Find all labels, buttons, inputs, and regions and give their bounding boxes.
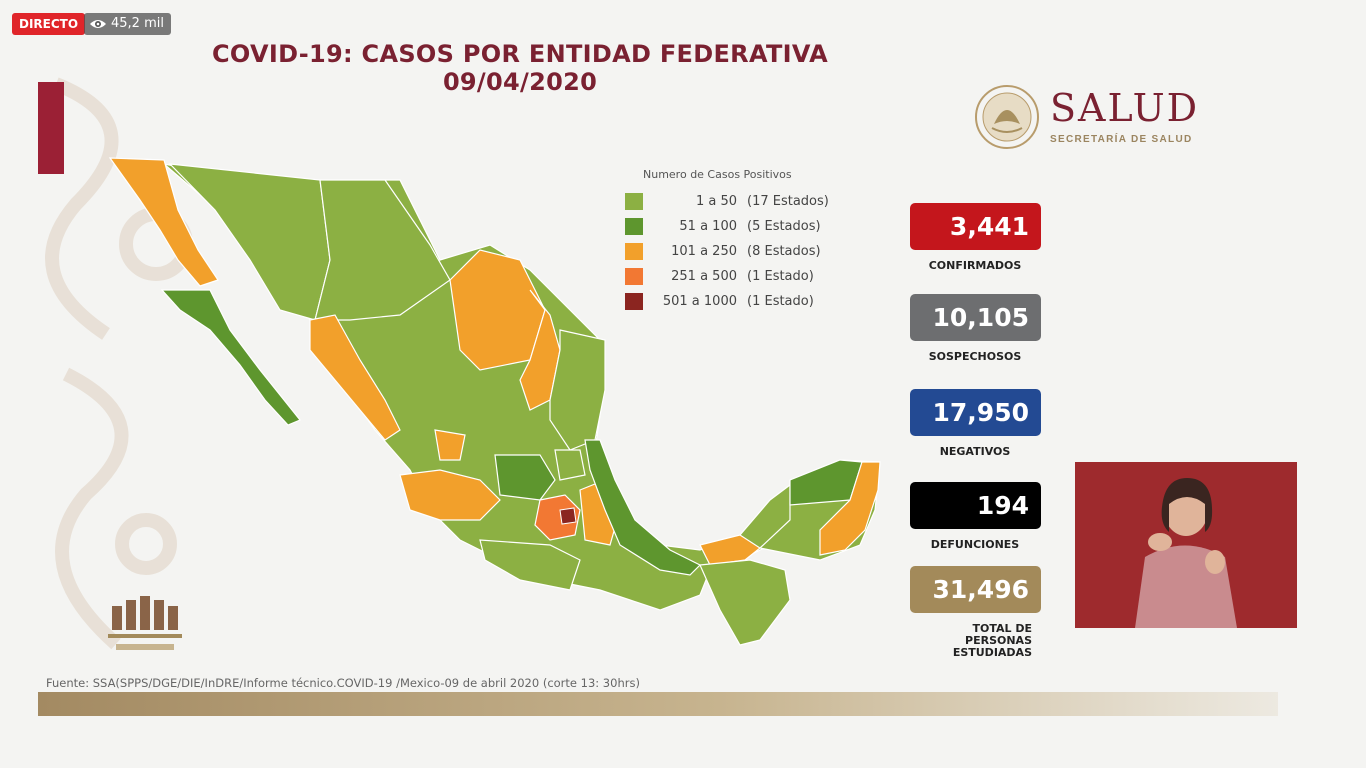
legend-count: (1 Estado): [747, 269, 814, 284]
map-chihuahua: [314, 179, 451, 321]
stat-label: CONFIRMADOS: [928, 259, 1022, 272]
stat-label: SOSPECHOSOS: [928, 350, 1022, 363]
stat-value: 194: [910, 482, 1041, 529]
legend-title: Numero de Casos Positivos: [643, 168, 792, 181]
legend-swatch: [625, 218, 643, 235]
stat-value: 3,441: [910, 203, 1041, 250]
title-line-1: COVID-19: CASOS POR ENTIDAD FEDERATIVA: [212, 40, 828, 68]
map-chiapas: [699, 559, 791, 646]
legend-item: 1 a 50 (17 Estados): [625, 189, 835, 214]
legend-item: 101 a 250 (8 Estados): [625, 239, 835, 264]
eye-icon: [90, 20, 106, 28]
stat-negativos: 17,950 NEGATIVOS: [910, 389, 1041, 458]
map-veracruz: [584, 439, 702, 576]
legend-swatch: [625, 243, 643, 260]
map-sinaloa: [309, 314, 401, 441]
live-badge: DIRECTO: [12, 13, 86, 35]
map-nayarit: [434, 429, 466, 461]
gobierno-mexico-logo: [108, 596, 182, 650]
stat-label: TOTAL DE PERSONAS ESTUDIADAS: [952, 622, 1032, 659]
legend-range: 101 a 250: [671, 244, 737, 259]
legend-range: 51 a 100: [679, 219, 737, 234]
map-baja-california-sur: [160, 289, 301, 426]
stat-sospechosos: 10,105 SOSPECHOSOS: [910, 294, 1041, 363]
legend-swatch: [625, 293, 643, 310]
stat-confirmados: 3,441 CONFIRMADOS: [910, 203, 1041, 272]
legend-item: 251 a 500 (1 Estado): [625, 264, 835, 289]
stat-value: 31,496: [910, 566, 1041, 613]
legend-item: 501 a 1000 (1 Estado): [625, 289, 835, 314]
mexico-map: [108, 157, 881, 646]
views-badge: 45,2 mil: [84, 13, 171, 35]
map-quintana-roo: [819, 461, 881, 556]
salud-wordmark: SALUD: [1050, 86, 1200, 130]
page-title: COVID-19: CASOS POR ENTIDAD FEDERATIVA 0…: [160, 40, 880, 96]
views-count: 45,2 mil: [111, 16, 164, 31]
map-tabasco: [699, 534, 762, 566]
legend-count: (8 Estados): [747, 244, 821, 259]
legend-range: 251 a 500: [671, 269, 737, 284]
salud-logo: SALUD SECRETARÍA DE SALUD: [974, 84, 1224, 156]
legend-range: 1 a 50: [695, 194, 737, 209]
map-jalisco: [399, 469, 501, 521]
legend-count: (17 Estados): [747, 194, 829, 209]
legend-count: (1 Estado): [747, 294, 814, 309]
mexico-seal-icon: [975, 85, 1039, 149]
accent-bar: [38, 82, 64, 174]
footer-band: [38, 692, 1278, 716]
legend-count: (5 Estados): [747, 219, 821, 234]
map-estado-de-mexico: [534, 494, 581, 541]
map-nuevo-leon: [519, 289, 561, 411]
sign-language-interpreter: [1075, 462, 1297, 628]
interpreter-figure: [1075, 462, 1297, 628]
title-date: 09/04/2020: [442, 68, 598, 96]
source-note: Fuente: SSA(SPPS/DGE/DIE/InDRE/Informe t…: [46, 676, 640, 690]
map-coahuila: [449, 249, 546, 371]
stat-label: DEFUNCIONES: [930, 538, 1020, 551]
legend-range: 501 a 1000: [662, 294, 737, 309]
stat-value: 10,105: [910, 294, 1041, 341]
legend-item: 51 a 100 (5 Estados): [625, 214, 835, 239]
stat-total-estudiadas: 31,496 TOTAL DE PERSONAS ESTUDIADAS: [910, 566, 1041, 659]
legend-swatch: [625, 193, 643, 210]
stat-label: NEGATIVOS: [939, 445, 1011, 458]
secretaria-label: SECRETARÍA DE SALUD: [1050, 134, 1193, 145]
map-guanajuato: [494, 454, 556, 501]
map-legend: Numero de Casos Positivos 1 a 50 (17 Est…: [625, 168, 835, 314]
map-cdmx: [559, 507, 577, 525]
map-baja-california: [108, 157, 219, 287]
stat-value: 17,950: [910, 389, 1041, 436]
map-guerrero: [479, 539, 581, 591]
stat-defunciones: 194 DEFUNCIONES: [910, 482, 1041, 551]
legend-swatch: [625, 268, 643, 285]
map-queretaro: [554, 449, 586, 481]
